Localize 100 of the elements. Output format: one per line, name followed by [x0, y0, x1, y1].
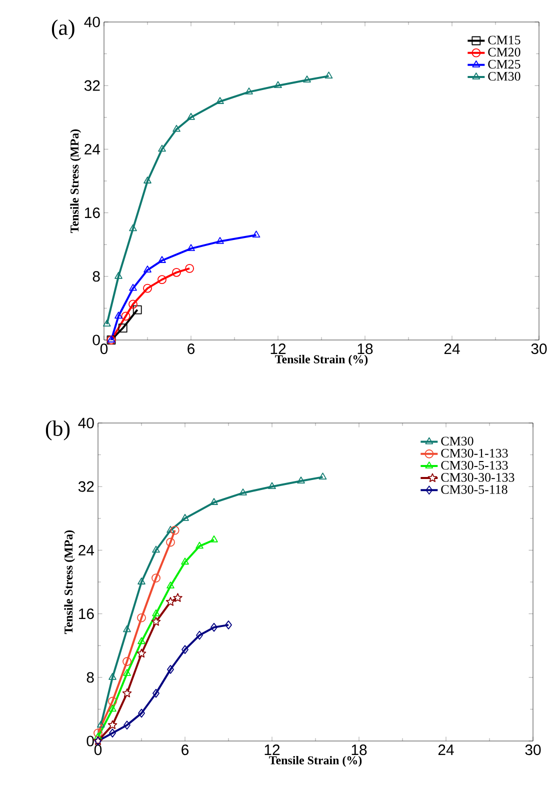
point: [182, 645, 188, 654]
y-tick-label: 0: [86, 736, 94, 746]
point: [268, 482, 276, 490]
point: [121, 312, 130, 321]
point: [114, 312, 122, 319]
point: [245, 88, 253, 94]
point: [172, 268, 181, 277]
legend-label: CM20: [488, 48, 520, 57]
x-tick-label: 30: [525, 744, 541, 756]
x-tick-label: 12: [264, 744, 280, 755]
point: [122, 688, 132, 698]
point: [108, 672, 116, 680]
point: [109, 728, 116, 738]
point: [152, 688, 160, 698]
point: [303, 76, 311, 82]
chart-title: (a): [52, 20, 74, 40]
y-tick-label: 32: [84, 80, 100, 91]
point: [158, 256, 166, 263]
x-tick-label: 30: [531, 344, 547, 354]
point: [196, 630, 203, 640]
point: [114, 272, 122, 279]
point: [129, 224, 137, 232]
point: [118, 324, 128, 333]
point: [94, 728, 102, 738]
y-tick-label: 40: [84, 16, 100, 28]
point: [181, 558, 189, 565]
x-tick-label: 0: [100, 344, 108, 354]
y-axis-title: Tensile Stress (MPa): [70, 129, 82, 233]
point: [216, 236, 224, 244]
x-axis-title: Tensile Strain (%): [275, 354, 368, 366]
y-tick-label: 0: [92, 334, 100, 346]
x-tick-label: 6: [182, 744, 188, 756]
y-axis-title: Tensile Stress (MPa): [64, 530, 76, 634]
point: [181, 514, 189, 521]
y-tick-label: 8: [86, 672, 94, 683]
y-tick-label: 24: [78, 544, 94, 556]
point: [210, 498, 218, 505]
x-tick-label: 12: [270, 344, 286, 354]
point: [172, 124, 180, 132]
legend-label: CM30-5-133: [441, 460, 508, 470]
point: [137, 613, 146, 622]
point: [138, 637, 146, 644]
point: [187, 244, 195, 252]
point: [132, 305, 142, 314]
point: [102, 320, 111, 327]
x-tick-label: 24: [444, 344, 460, 354]
legend-label: CM25: [488, 60, 520, 69]
chart-title: (b): [46, 420, 70, 440]
point: [96, 720, 105, 728]
point: [129, 284, 137, 291]
point: [324, 72, 333, 79]
point: [239, 488, 247, 496]
point: [122, 657, 132, 666]
point: [138, 708, 145, 718]
point: [143, 284, 152, 293]
point: [136, 648, 146, 658]
point: [128, 300, 138, 309]
legend-label: CM30: [441, 436, 474, 446]
point: [152, 574, 160, 582]
point: [152, 609, 160, 616]
point: [123, 625, 131, 632]
legend-label: CM15: [488, 36, 520, 44]
point: [216, 97, 224, 104]
y-tick-label: 24: [84, 144, 100, 154]
point: [252, 230, 260, 238]
point: [297, 476, 305, 484]
point: [151, 616, 161, 626]
point: [158, 144, 166, 152]
point: [123, 668, 131, 676]
point: [144, 266, 152, 272]
x-tick-label: 18: [358, 344, 373, 354]
point: [166, 526, 174, 533]
point: [166, 538, 175, 547]
legend-label: CM30-5-118: [441, 485, 508, 494]
point: [166, 582, 174, 588]
legend-label: CM30-30-133: [441, 473, 514, 482]
point: [210, 535, 218, 542]
x-tick-label: 24: [438, 744, 454, 755]
point: [108, 696, 117, 706]
point: [158, 275, 166, 284]
point: [108, 720, 118, 730]
point: [144, 176, 152, 184]
x-tick-label: 18: [352, 744, 367, 756]
point: [173, 593, 182, 602]
y-tick-label: 40: [78, 418, 94, 428]
legend-label: CM30-1-133: [441, 448, 508, 458]
point: [170, 526, 180, 535]
point: [318, 472, 327, 480]
point: [152, 546, 160, 553]
point: [94, 732, 102, 740]
y-tick-label: 16: [79, 608, 94, 620]
point: [124, 720, 130, 730]
point: [196, 542, 204, 549]
point: [138, 578, 146, 584]
y-tick-label: 16: [85, 208, 100, 218]
point: [210, 622, 218, 632]
point: [274, 81, 282, 88]
y-tick-label: 8: [92, 271, 100, 282]
x-axis-title: Tensile Strain (%): [269, 756, 362, 767]
x-tick-label: 6: [188, 344, 194, 354]
